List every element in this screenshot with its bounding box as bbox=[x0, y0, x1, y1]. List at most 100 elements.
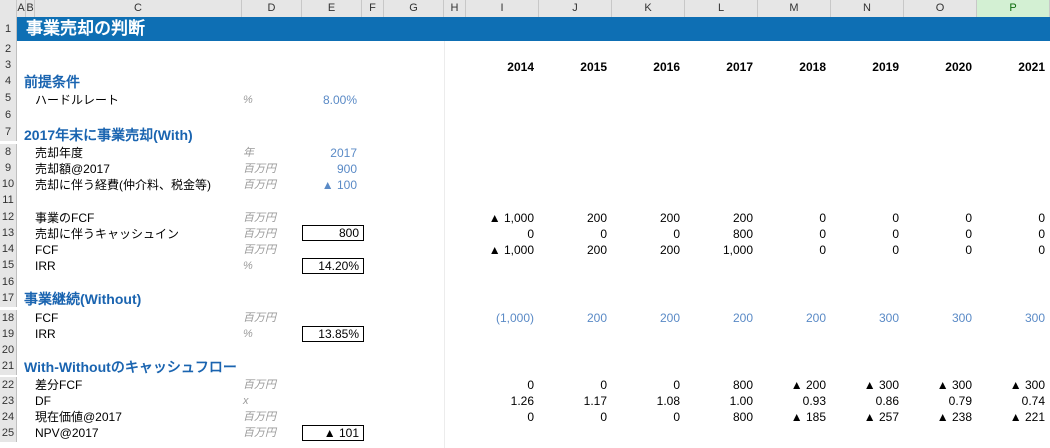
diff-fcf-unit[interactable]: 百万円 bbox=[243, 379, 276, 391]
df-2015[interactable]: 1.17 bbox=[583, 394, 607, 408]
business-fcf-2021[interactable]: 0 bbox=[1038, 211, 1045, 225]
year-header-2018[interactable]: 2018 bbox=[799, 60, 826, 74]
column-header-a[interactable]: A bbox=[17, 0, 26, 17]
without-irr-value[interactable]: 13.85% bbox=[302, 326, 364, 342]
cash-in-label[interactable]: 売却に伴うキャッシュイン bbox=[35, 227, 180, 241]
without-fcf-2015[interactable]: 200 bbox=[586, 311, 607, 325]
df-2014[interactable]: 1.26 bbox=[510, 394, 534, 408]
pv-2018[interactable]: ▲ 185 bbox=[790, 410, 826, 424]
row-header-24[interactable]: 24 bbox=[0, 409, 17, 426]
without-irr-label[interactable]: IRR bbox=[35, 327, 56, 341]
year-header-2019[interactable]: 2019 bbox=[872, 60, 899, 74]
df-2019[interactable]: 0.86 bbox=[875, 394, 899, 408]
row-header-7[interactable]: 7 bbox=[0, 124, 17, 141]
column-header-g[interactable]: G bbox=[384, 0, 444, 17]
hurdle-rate-label[interactable]: ハードルレート bbox=[35, 93, 120, 107]
sale-year-value[interactable]: 2017 bbox=[330, 146, 357, 160]
column-header-d[interactable]: D bbox=[242, 0, 302, 17]
row-header-23[interactable]: 23 bbox=[0, 393, 17, 410]
business-fcf-label[interactable]: 事業のFCF bbox=[35, 211, 95, 225]
row-header-4[interactable]: 4 bbox=[0, 73, 17, 90]
diff-fcf-2021[interactable]: ▲ 300 bbox=[1009, 378, 1045, 392]
column-header-j[interactable]: J bbox=[539, 0, 612, 17]
column-header-o[interactable]: O bbox=[904, 0, 977, 17]
df-2020[interactable]: 0.79 bbox=[948, 394, 972, 408]
row-header-16[interactable]: 16 bbox=[0, 274, 17, 291]
column-header-p[interactable]: P bbox=[977, 0, 1050, 17]
with-fcf-2020[interactable]: 0 bbox=[965, 243, 972, 257]
diff-fcf-2020[interactable]: ▲ 300 bbox=[936, 378, 972, 392]
diff-fcf-2015[interactable]: 0 bbox=[600, 378, 607, 392]
column-header-i[interactable]: I bbox=[466, 0, 539, 17]
sale-amount-value[interactable]: 900 bbox=[336, 162, 357, 176]
with-fcf-2014[interactable]: ▲ 1,000 bbox=[488, 243, 534, 257]
row-header-2[interactable]: 2 bbox=[0, 41, 17, 58]
without-fcf-2017[interactable]: 200 bbox=[732, 311, 753, 325]
column-header-e[interactable]: E bbox=[302, 0, 362, 17]
column-header-b[interactable]: B bbox=[26, 0, 35, 17]
pv-2015[interactable]: 0 bbox=[600, 410, 607, 424]
pv-2016[interactable]: 0 bbox=[673, 410, 680, 424]
section-premise[interactable]: 前提条件 bbox=[24, 74, 80, 90]
sale-year-label[interactable]: 売却年度 bbox=[35, 146, 84, 160]
year-header-2014[interactable]: 2014 bbox=[507, 60, 534, 74]
without-fcf-2014[interactable]: (1,000) bbox=[495, 311, 534, 325]
year-header-2016[interactable]: 2016 bbox=[653, 60, 680, 74]
hurdle-rate-value[interactable]: 8.00% bbox=[322, 93, 357, 107]
without-irr-unit[interactable]: % bbox=[243, 328, 253, 340]
business-fcf-2017[interactable]: 200 bbox=[732, 211, 753, 225]
cash-in-2014[interactable]: 0 bbox=[527, 227, 534, 241]
pv-label[interactable]: 現在価値@2017 bbox=[35, 410, 122, 424]
row-header-9[interactable]: 9 bbox=[0, 160, 17, 177]
business-fcf-2015[interactable]: 200 bbox=[586, 211, 607, 225]
diff-fcf-2017[interactable]: 800 bbox=[732, 378, 753, 392]
sheet-grid[interactable]: 事業売却の判断 2014 2015 2016 2017 2018 2019 20… bbox=[17, 17, 1050, 448]
diff-fcf-label[interactable]: 差分FCF bbox=[35, 378, 83, 392]
column-header-n[interactable]: N bbox=[831, 0, 904, 17]
with-fcf-2019[interactable]: 0 bbox=[892, 243, 899, 257]
row-header-25[interactable]: 25 bbox=[0, 425, 17, 442]
row-header-15[interactable]: 15 bbox=[0, 257, 17, 274]
column-header-l[interactable]: L bbox=[685, 0, 758, 17]
cash-in-2015[interactable]: 0 bbox=[600, 227, 607, 241]
without-fcf-label[interactable]: FCF bbox=[35, 311, 59, 325]
with-fcf-2016[interactable]: 200 bbox=[659, 243, 680, 257]
df-2016[interactable]: 1.08 bbox=[656, 394, 680, 408]
cash-in-2021[interactable]: 0 bbox=[1038, 227, 1045, 241]
with-fcf-2015[interactable]: 200 bbox=[586, 243, 607, 257]
sale-cost-value[interactable]: ▲ 100 bbox=[321, 178, 357, 192]
row-header-22[interactable]: 22 bbox=[0, 377, 17, 394]
column-header-c[interactable]: C bbox=[35, 0, 242, 17]
row-header-5[interactable]: 5 bbox=[0, 90, 17, 107]
cash-in-2016[interactable]: 0 bbox=[673, 227, 680, 241]
pv-2020[interactable]: ▲ 238 bbox=[936, 410, 972, 424]
section-without[interactable]: 事業継続(Without) bbox=[24, 291, 142, 307]
section-with[interactable]: 2017年末に事業売却(With) bbox=[24, 127, 193, 143]
pv-2019[interactable]: ▲ 257 bbox=[863, 410, 899, 424]
sale-amount-unit[interactable]: 百万円 bbox=[243, 163, 276, 175]
pv-2014[interactable]: 0 bbox=[527, 410, 534, 424]
pv-2021[interactable]: ▲ 221 bbox=[1009, 410, 1045, 424]
with-fcf-label[interactable]: FCF bbox=[35, 243, 59, 257]
df-2021[interactable]: 0.74 bbox=[1021, 394, 1045, 408]
row-header-10[interactable]: 10 bbox=[0, 176, 17, 193]
cash-in-2017[interactable]: 800 bbox=[732, 227, 753, 241]
without-fcf-2020[interactable]: 300 bbox=[951, 311, 972, 325]
df-label[interactable]: DF bbox=[35, 394, 51, 408]
row-header-3[interactable]: 3 bbox=[0, 57, 17, 74]
cash-in-unit[interactable]: 百万円 bbox=[243, 228, 276, 240]
diff-fcf-2014[interactable]: 0 bbox=[527, 378, 534, 392]
with-irr-unit[interactable]: % bbox=[243, 260, 253, 272]
with-fcf-2018[interactable]: 0 bbox=[819, 243, 826, 257]
business-fcf-2020[interactable]: 0 bbox=[965, 211, 972, 225]
row-header-1[interactable]: 1 bbox=[0, 17, 17, 41]
select-all-corner[interactable] bbox=[0, 0, 17, 17]
business-fcf-2014[interactable]: ▲ 1,000 bbox=[488, 211, 534, 225]
row-header-6[interactable]: 6 bbox=[0, 107, 17, 124]
column-header-m[interactable]: M bbox=[758, 0, 831, 17]
year-header-2021[interactable]: 2021 bbox=[1018, 60, 1045, 74]
row-header-11[interactable]: 11 bbox=[0, 192, 17, 209]
business-fcf-unit[interactable]: 百万円 bbox=[243, 212, 276, 224]
cash-in-2019[interactable]: 0 bbox=[892, 227, 899, 241]
with-fcf-unit[interactable]: 百万円 bbox=[243, 244, 276, 256]
